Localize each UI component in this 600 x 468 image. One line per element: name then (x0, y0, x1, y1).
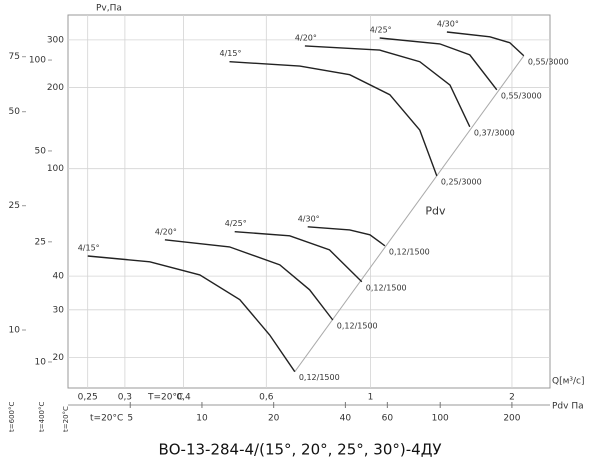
pdv-line-label: Pdv (425, 205, 446, 218)
curve-name: 4/20° (295, 33, 317, 42)
pdv-tick-label: 10 (196, 414, 208, 424)
curve-end-label: 0,37/3000 (474, 128, 515, 137)
curve-name: 4/15° (78, 243, 100, 252)
curve-end-label: 0,12/1500 (389, 247, 430, 256)
fan-curve (446, 31, 525, 57)
extra-y-tick-label: 50 (9, 107, 21, 117)
fan-curve (87, 255, 296, 373)
curve-name: 4/30° (437, 19, 459, 28)
y-tick-label: 30 (53, 305, 65, 315)
y-axis-label: Pv,Па (96, 4, 122, 14)
extra-y-tick-label: 25 (35, 237, 46, 247)
fan-curve (307, 226, 386, 247)
pdv-tick-label: 40 (340, 414, 352, 424)
pdv-tick-label: 5 (127, 414, 133, 424)
x-tick-label: 0,6 (259, 393, 274, 403)
y-tick-label: 300 (47, 35, 64, 45)
x-tick-label: 0,3 (118, 393, 132, 403)
pdv-line (294, 55, 525, 372)
curve-name: 4/15° (220, 49, 242, 58)
plot-frame (67, 14, 551, 389)
y-tick-label: 200 (47, 83, 64, 93)
pdv-temp-label: t=20°C (90, 414, 123, 424)
x-tick-label: 2 (509, 393, 515, 403)
fan-curve (229, 61, 438, 177)
pdv-tick-label: 100 (432, 414, 449, 424)
pdv-tick-label: 200 (503, 414, 520, 424)
fan-curve (164, 239, 334, 321)
pdv-axis-label: Pdv Па (552, 402, 584, 412)
extra-y-tick-label: 25 (9, 201, 20, 211)
y-tick-label: 100 (47, 164, 64, 174)
extra-y-temp-label: t=600°C (8, 402, 16, 432)
x-tick-label: 0,4 (176, 393, 191, 403)
curve-end-label: 0,25/3000 (441, 177, 482, 186)
y-temp-label: t=20°C (62, 406, 70, 432)
pdv-tick-label: 20 (268, 414, 280, 424)
curve-name: 4/20° (155, 227, 177, 236)
pdv-tick-label: 60 (382, 414, 394, 424)
curve-name: 4/25° (225, 219, 247, 228)
y-tick-label: 20 (53, 353, 65, 363)
curve-name: 4/25° (370, 25, 392, 34)
y-tick-label: 40 (53, 272, 65, 282)
extra-y-temp-label: t=400°C (38, 402, 46, 432)
extra-y-tick-label: 10 (35, 357, 47, 367)
curve-end-label: 0,12/1500 (366, 283, 407, 292)
x-temp-label: T=20°C (147, 393, 183, 403)
curve-end-label: 0,12/1500 (337, 322, 378, 331)
chart-title: ВО-13-284-4/(15°, 20°, 25°, 30°)-4ДУ (158, 441, 441, 459)
curve-end-label: 0,55/3000 (528, 57, 569, 66)
extra-y-tick-label: 100 (29, 56, 46, 66)
x-axis-label: Q[м³/с] (552, 377, 584, 387)
extra-y-tick-label: 75 (9, 52, 20, 62)
extra-y-tick-label: 10 (9, 325, 21, 335)
fan-curve (379, 37, 498, 91)
fan-curve (304, 45, 471, 128)
curve-name: 4/30° (298, 214, 320, 223)
fan-curve (234, 231, 363, 283)
x-tick-label: 1 (368, 393, 374, 403)
curve-end-label: 0,12/1500 (299, 373, 340, 382)
extra-y-tick-label: 50 (35, 146, 47, 156)
x-tick-label: 0,25 (78, 393, 98, 403)
curve-end-label: 0,55/3000 (501, 91, 542, 100)
